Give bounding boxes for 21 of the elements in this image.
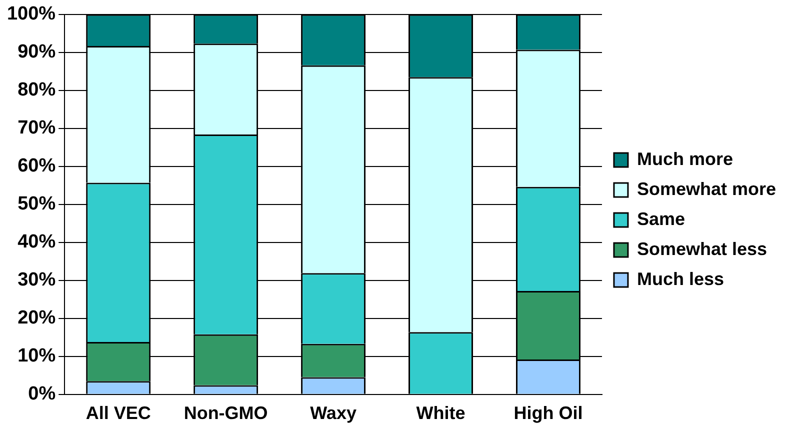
y-tick-label: 90% xyxy=(18,42,56,63)
y-tick-label: 70% xyxy=(18,118,56,139)
y-tick-label: 20% xyxy=(18,308,56,329)
legend-label: Same xyxy=(636,208,686,229)
y-tick-label: 50% xyxy=(18,194,56,215)
y-tick-label: 10% xyxy=(18,346,56,367)
x-tick-label: Waxy xyxy=(310,403,356,424)
x-tick-label: Non-GMO xyxy=(184,403,268,424)
legend-label: Somewhat less xyxy=(636,238,768,259)
y-tick-label: 80% xyxy=(18,80,56,101)
y-tick-label: 60% xyxy=(18,156,56,177)
y-tick-label: 30% xyxy=(18,270,56,291)
legend-label: Much less xyxy=(636,268,724,289)
y-tick-label: 0% xyxy=(28,384,56,405)
legend-label: Much more xyxy=(636,148,733,169)
legend-label: Somewhat more xyxy=(636,178,776,199)
y-tick-label: 100% xyxy=(6,4,56,25)
x-tick-label: High Oil xyxy=(514,403,583,424)
x-tick-label: All VEC xyxy=(86,403,151,424)
y-tick-label: 40% xyxy=(18,232,56,253)
x-tick-label: White xyxy=(416,403,466,424)
